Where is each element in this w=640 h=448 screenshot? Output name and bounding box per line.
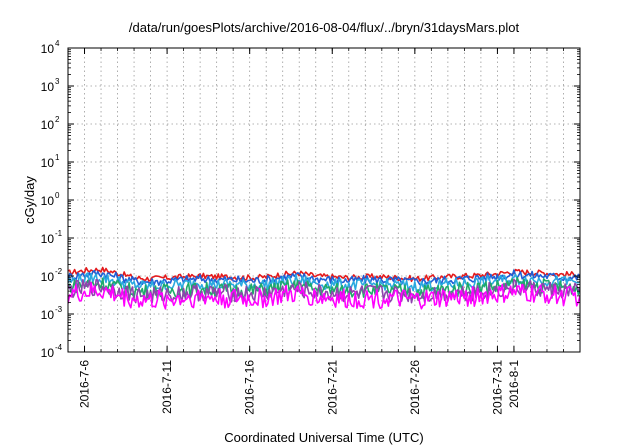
x-tick-label: 2016-7-16 — [243, 360, 257, 415]
y-tick-label: 10 — [41, 270, 55, 284]
y-tick-exponent: 2 — [55, 115, 60, 124]
y-tick-label: 10 — [41, 308, 55, 322]
y-tick-exponent: 0 — [55, 191, 60, 200]
grid — [68, 48, 580, 352]
x-tick-label: 2016-7-11 — [160, 360, 174, 414]
series-line-1 — [68, 266, 580, 283]
chart-title: /data/run/goesPlots/archive/2016-08-04/f… — [129, 20, 520, 35]
y-tick-exponent: -2 — [55, 267, 63, 276]
y-tick-exponent: -3 — [55, 305, 63, 314]
x-axis-label: Coordinated Universal Time (UTC) — [224, 430, 423, 445]
x-tick-label: 2016-7-26 — [408, 360, 422, 415]
y-tick-label: 10 — [41, 156, 55, 170]
y-axis-label: cGy/day — [22, 176, 37, 224]
data-series — [68, 266, 580, 310]
y-tick-label: 10 — [41, 194, 55, 208]
y-tick-exponent: -1 — [55, 229, 63, 238]
x-tick-label: 2016-7-6 — [78, 360, 92, 408]
y-tick-label: 10 — [41, 346, 55, 360]
x-tick-label: 2016-8-1 — [507, 360, 521, 408]
x-tick-label: 2016-7-31 — [490, 360, 504, 415]
y-tick-label: 10 — [41, 42, 55, 56]
y-tick-label: 10 — [41, 80, 55, 94]
y-tick-label: 10 — [41, 118, 55, 132]
y-tick-label: 10 — [41, 232, 55, 246]
y-tick-exponent: 4 — [55, 39, 60, 48]
series-line-6 — [68, 281, 580, 310]
y-tick-exponent: 3 — [55, 77, 60, 86]
y-tick-exponent: 1 — [55, 153, 60, 162]
x-tick-label: 2016-7-21 — [325, 360, 339, 415]
y-tick-exponent: -4 — [55, 343, 63, 352]
series-line-5 — [68, 278, 580, 304]
